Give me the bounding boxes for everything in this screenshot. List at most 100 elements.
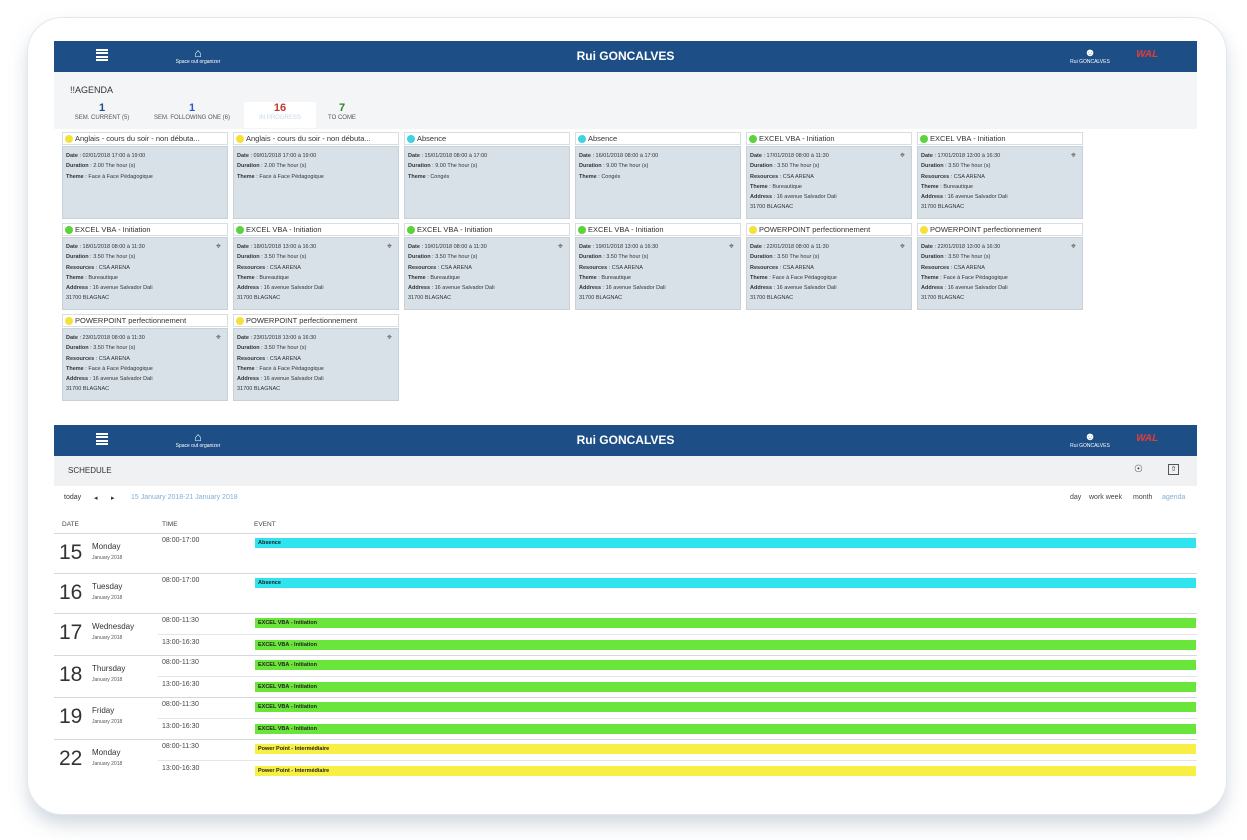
agenda-card[interactable]: EXCEL VBA - Initiation Date : 19/01/2018 … xyxy=(404,223,570,310)
map-pin-icon[interactable]: ⌖ xyxy=(557,241,563,251)
agenda-card-line: Date : 16/01/2018 08:00 à 17:00 xyxy=(579,153,659,159)
agenda-card-line: Resources : CSA ARENA xyxy=(237,264,301,271)
status-dot-icon xyxy=(65,226,73,234)
field-label: Resources xyxy=(579,264,608,271)
tab-count: 7 xyxy=(338,102,346,114)
col-event: EVENT xyxy=(254,521,276,528)
event-bar[interactable]: EXCEL VBA - Initiation xyxy=(255,724,1196,734)
map-pin-icon[interactable]: ⌖ xyxy=(386,332,392,342)
event-bar[interactable]: EXCEL VBA - Initiation xyxy=(255,660,1196,670)
home-label: Space out organizer xyxy=(175,443,221,449)
status-dot-icon xyxy=(920,226,928,234)
agenda-card-line: Resources : CSA ARENA xyxy=(66,355,130,362)
agenda-card[interactable]: POWERPOINT perfectionnement Date : 23/01/… xyxy=(233,314,399,401)
agenda-card-header: POWERPOINT perfectionnement xyxy=(62,314,228,327)
time-slot: 13:00-16:30 EXCEL VBA - Initiation xyxy=(158,634,1197,655)
map-pin-icon[interactable]: ⌖ xyxy=(899,150,905,160)
event-bar[interactable]: Power Point - Intermédiaire xyxy=(255,766,1196,776)
agenda-card-line: Address : 16 avenue Salvador Dali xyxy=(579,285,666,292)
user-profile-button[interactable]: ☻ Rui GONCALVES xyxy=(1060,47,1120,65)
hamburger-menu-icon[interactable] xyxy=(96,49,108,61)
field-value: CSA ARENA xyxy=(440,264,472,271)
agenda-card[interactable]: EXCEL VBA - Initiation Date : 19/01/2018 … xyxy=(575,223,741,310)
agenda-card[interactable]: POWERPOINT perfectionnement Date : 23/01/… xyxy=(62,314,228,401)
agenda-card-header: EXCEL VBA - Initiation xyxy=(404,223,570,236)
field-value: 3.50 The hour (s) xyxy=(948,254,991,261)
agenda-card-line: Duration : 3.50 The hour (s) xyxy=(408,254,478,261)
status-dot-icon xyxy=(65,135,73,143)
export-icon[interactable]: ⇧ xyxy=(1168,464,1179,475)
agenda-card[interactable]: Anglais - cours du soir - non débuta... D… xyxy=(62,132,228,219)
agenda-card-line: Theme : Face à Face Pédagogique xyxy=(237,365,324,372)
map-pin-icon[interactable]: ⌖ xyxy=(1070,241,1076,251)
agenda-card[interactable]: Anglais - cours du soir - non débuta... D… xyxy=(233,132,399,219)
map-pin-icon[interactable]: ⌖ xyxy=(728,241,734,251)
map-pin-icon[interactable]: ⌖ xyxy=(386,241,392,251)
field-label: Theme xyxy=(66,173,84,180)
tab-to-come[interactable]: 7 TO COME xyxy=(322,102,362,128)
agenda-card-title: POWERPOINT perfectionnement xyxy=(246,316,358,325)
field-label: Address xyxy=(237,285,260,292)
event-bar[interactable]: EXCEL VBA - Initiation xyxy=(255,618,1196,628)
today-button[interactable]: today xyxy=(64,494,82,501)
prev-arrow-icon[interactable]: ◂ xyxy=(94,495,98,502)
field-label: Date xyxy=(408,153,420,159)
event-bar[interactable]: EXCEL VBA - Initiation xyxy=(255,702,1196,712)
agenda-card[interactable]: EXCEL VBA - Initiation Date : 18/01/2018 … xyxy=(62,223,228,310)
event-bar[interactable]: Power Point - Intermédiaire xyxy=(255,744,1196,754)
agenda-card[interactable]: POWERPOINT perfectionnement Date : 22/01/… xyxy=(746,223,912,310)
agenda-card-line: Duration : 2.00 The hour (s) xyxy=(66,163,136,170)
slot-time: 13:00-16:30 xyxy=(162,765,200,772)
agenda-card[interactable]: POWERPOINT perfectionnement Date : 22/01/… xyxy=(917,223,1083,310)
top-navbar: ⌂ Space out organizer Rui GONCALVES ☻ Ru… xyxy=(54,41,1197,72)
field-value: 3.50 The hour (s) xyxy=(777,254,820,261)
tab-in-progress[interactable]: 16 IN PROGRESS xyxy=(244,102,316,128)
top-navbar-2: ⌂ Space out organizer Rui GONCALVES ☻ Ru… xyxy=(54,425,1197,456)
field-value: 2.00 The hour (s) xyxy=(264,163,307,170)
agenda-card[interactable]: Absence Date : 15/01/2018 08:00 à 17:00 Du… xyxy=(404,132,570,219)
status-dot-icon xyxy=(236,135,244,143)
view-day[interactable]: day xyxy=(1070,494,1082,501)
brand-logo: WAL xyxy=(1134,49,1160,60)
agenda-card[interactable]: EXCEL VBA - Initiation Date : 17/01/2018 … xyxy=(746,132,912,219)
agenda-card[interactable]: EXCEL VBA - Initiation Date : 17/01/2018 … xyxy=(917,132,1083,219)
compass-icon[interactable]: ☉ xyxy=(1134,464,1143,475)
map-pin-icon[interactable]: ⌖ xyxy=(215,332,221,342)
field-value: 16 avenue Salvador Dali xyxy=(605,285,666,292)
agenda-card-line: Date : 18/01/2018 13:00 à 16:30 xyxy=(237,244,317,250)
field-value: 17/01/2018 08:00 à 11:30 xyxy=(766,153,829,159)
home-button[interactable]: ⌂ Space out organizer xyxy=(170,431,226,449)
map-pin-icon[interactable]: ⌖ xyxy=(1070,150,1076,160)
slot-time: 13:00-16:30 xyxy=(162,681,200,688)
event-bar[interactable]: EXCEL VBA - Initiation xyxy=(255,682,1196,692)
field-label: Resources xyxy=(237,355,266,362)
agenda-card[interactable]: EXCEL VBA - Initiation Date : 18/01/2018 … xyxy=(233,223,399,310)
day-number: 19 xyxy=(59,705,83,728)
status-dot-icon xyxy=(578,226,586,234)
hamburger-menu-icon[interactable] xyxy=(96,433,108,445)
home-button[interactable]: ⌂ Space out organizer xyxy=(170,47,226,65)
field-label: Address xyxy=(921,285,944,292)
user-profile-button[interactable]: ☻ Rui GONCALVES xyxy=(1060,431,1120,449)
field-label: Address xyxy=(408,285,431,292)
tab-sem-following[interactable]: 1 SEM. FOLLOWING ONE (6) xyxy=(146,102,238,128)
field-value: 31700 BLAGNAC xyxy=(237,295,281,302)
event-bar[interactable]: Absence xyxy=(255,578,1196,588)
view-month[interactable]: month xyxy=(1133,494,1153,501)
field-value: Bureautique xyxy=(943,183,973,190)
map-pin-icon[interactable]: ⌖ xyxy=(899,241,905,251)
event-bar[interactable]: Absence xyxy=(255,538,1196,548)
schedule-nav: today ◂ ▸ 15 January 2018-21 January 201… xyxy=(54,494,1197,508)
map-pin-icon[interactable]: ⌖ xyxy=(215,241,221,251)
agenda-card-line: Theme : Bureautique xyxy=(237,274,289,281)
field-value: 16 avenue Salvador Dali xyxy=(776,285,837,292)
next-arrow-icon[interactable]: ▸ xyxy=(111,495,115,502)
field-label: Theme xyxy=(921,274,939,281)
tab-sem-current[interactable]: 1 SEM. CURRENT (5) xyxy=(62,102,142,128)
agenda-card[interactable]: Absence Date : 16/01/2018 08:00 à 17:00 Du… xyxy=(575,132,741,219)
view-work-week[interactable]: work week xyxy=(1089,494,1123,501)
slot-time: 13:00-16:30 xyxy=(162,639,200,646)
view-agenda[interactable]: agenda xyxy=(1162,494,1186,501)
event-bar[interactable]: EXCEL VBA - Initiation xyxy=(255,640,1196,650)
status-dot-icon xyxy=(407,226,415,234)
